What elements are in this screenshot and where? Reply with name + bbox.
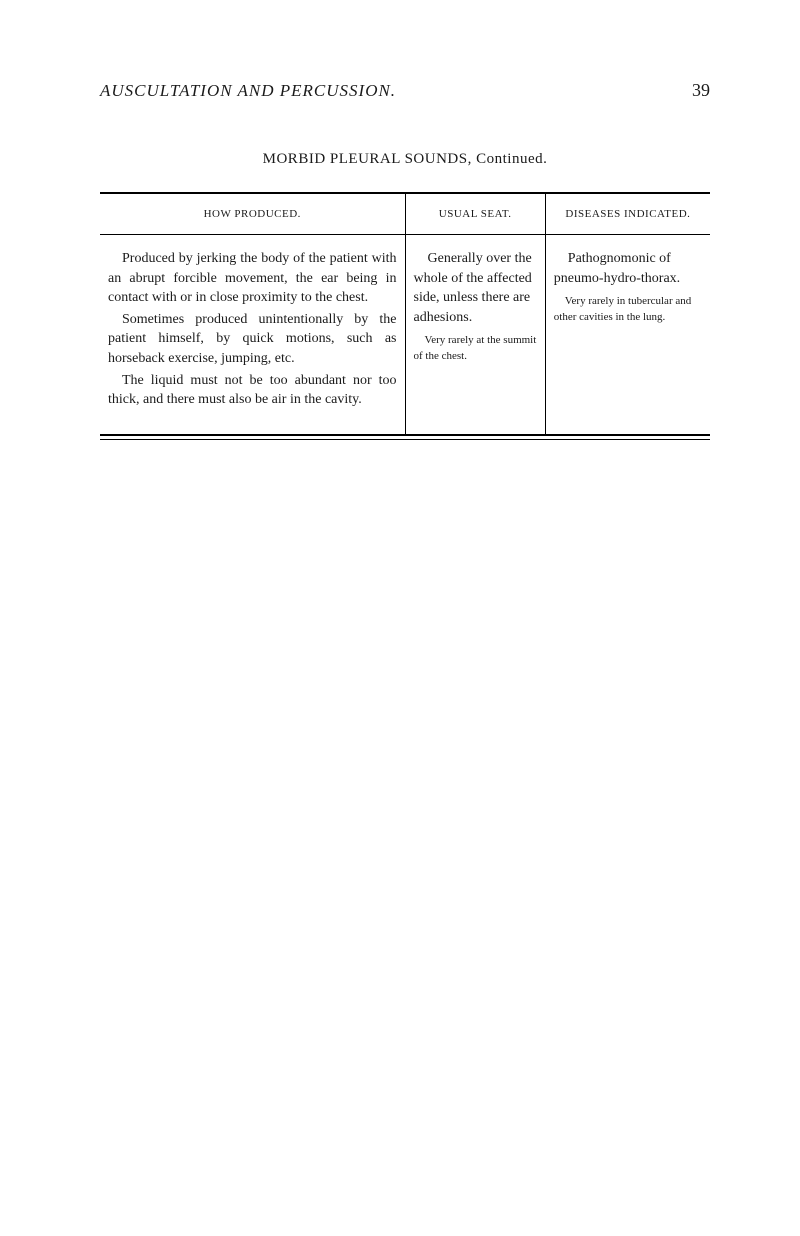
- morbid-sounds-table: HOW PRODUCED. USUAL SEAT. DISEASES INDIC…: [100, 192, 710, 436]
- column-header-usual: USUAL SEAT.: [405, 193, 545, 235]
- cell-usual: Generally over the whole of the affected…: [405, 235, 545, 435]
- how-para-2: Sometimes produced unintentionally by th…: [108, 310, 397, 369]
- column-header-diseases: DISEASES INDICATED.: [545, 193, 710, 235]
- usual-para: Generally over the whole of the affected…: [414, 249, 537, 327]
- page-number: 39: [692, 80, 710, 101]
- cell-how: Produced by jerking the body of the pati…: [100, 235, 405, 435]
- diseases-note: Very rarely in tubercular and other cavi…: [554, 294, 702, 325]
- table-bottom-rule: [100, 439, 710, 440]
- page-header: AUSCULTATION AND PERCUSSION. 39: [100, 80, 710, 101]
- usual-note: Very rarely at the summit of the chest.: [414, 333, 537, 364]
- column-header-how: HOW PRODUCED.: [100, 193, 405, 235]
- how-para-3: The liquid must not be too abundant nor …: [108, 371, 397, 410]
- how-para-1: Produced by jerking the body of the pati…: [108, 249, 397, 308]
- page-title: AUSCULTATION AND PERCUSSION.: [100, 81, 396, 101]
- table-row: Produced by jerking the body of the pati…: [100, 235, 710, 435]
- cell-diseases: Pathognomonic of pneumo-hydro-thorax. Ve…: [545, 235, 710, 435]
- table-subtitle: MORBID PLEURAL SOUNDS, Continued.: [100, 151, 710, 168]
- diseases-para: Pathognomonic of pneumo-hydro-thorax.: [554, 249, 702, 288]
